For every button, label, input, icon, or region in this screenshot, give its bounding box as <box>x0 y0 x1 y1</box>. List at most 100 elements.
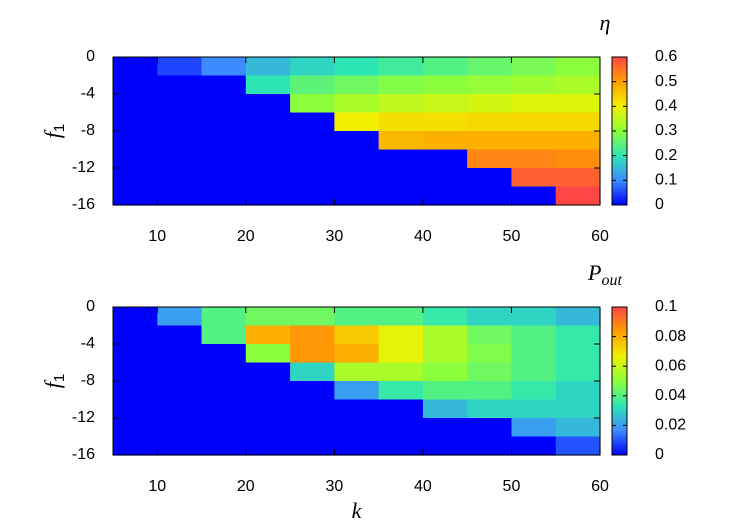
heatmap-cell <box>467 362 513 382</box>
heatmap-cell <box>378 186 424 206</box>
heatmap-cell <box>555 168 601 188</box>
y-tick-label: 0 <box>86 298 95 315</box>
heatmap-cell <box>201 57 247 77</box>
heatmap-cell <box>422 307 468 327</box>
heatmap-cell <box>378 75 424 95</box>
heatmap-cell <box>422 131 468 151</box>
heatmap-cell <box>201 75 247 95</box>
heatmap-cell <box>157 168 203 188</box>
colorbar-tick-label: 0.06 <box>655 357 686 374</box>
heatmap-cell <box>467 399 513 419</box>
heatmap-cell <box>157 94 203 114</box>
heatmap-cell <box>511 436 557 456</box>
heatmap-cell <box>422 362 468 382</box>
colorbar-tick-label: 0 <box>655 196 664 213</box>
colorbar-label: η <box>600 10 611 35</box>
heatmap-cell <box>422 344 468 364</box>
heatmap-cell <box>422 94 468 114</box>
heatmap-cell <box>511 325 557 345</box>
heatmap-cell <box>378 418 424 438</box>
y-tick-label: -12 <box>72 409 95 426</box>
colorbar-tick-label: 0.2 <box>655 147 677 164</box>
heatmap-cell <box>334 399 380 419</box>
heatmap-cell <box>113 131 158 151</box>
heatmap-cell <box>467 436 513 456</box>
heatmap-cell <box>245 57 291 77</box>
heatmap-cell <box>201 186 247 206</box>
heatmap-cell <box>157 57 203 77</box>
heatmap-cell <box>245 168 291 188</box>
heatmap-cell <box>467 149 513 169</box>
heatmap-cell <box>378 149 424 169</box>
heatmap-cell <box>290 399 335 419</box>
x-tick-label: 30 <box>325 478 343 495</box>
heatmap-cell <box>245 94 291 114</box>
heatmap-cell <box>113 149 158 169</box>
heatmap-cell <box>555 436 601 456</box>
heatmap-cell <box>245 75 291 95</box>
heatmap-cell <box>511 112 557 132</box>
heatmap-cell <box>555 399 601 419</box>
heatmap-cell <box>511 149 557 169</box>
colorbar <box>611 306 628 456</box>
x-tick-label: 20 <box>237 478 255 495</box>
heatmap-cell <box>467 94 513 114</box>
heatmap-cell <box>201 94 247 114</box>
heatmap-cell <box>467 112 513 132</box>
x-tick-label: 20 <box>237 228 255 245</box>
heatmap-cell <box>555 381 601 401</box>
heatmap-cell <box>290 149 335 169</box>
heatmap-cell <box>334 362 380 382</box>
y-tick-label: -4 <box>81 85 95 102</box>
heatmap-cell <box>113 168 158 188</box>
heatmap-cell <box>245 344 291 364</box>
heatmap-cell <box>113 186 158 206</box>
heatmap-cell <box>334 325 380 345</box>
heatmap-cell <box>290 112 335 132</box>
heatmap-cell <box>555 94 601 114</box>
x-tick-label: 40 <box>414 478 432 495</box>
colorbar-tick-label: 0.08 <box>655 328 686 345</box>
heatmap-cell <box>157 399 203 419</box>
heatmap-cell <box>245 307 291 327</box>
heatmap-cell <box>157 75 203 95</box>
heatmap-cell <box>245 112 291 132</box>
heatmap-cell <box>555 325 601 345</box>
heatmap-cell <box>113 94 158 114</box>
x-tick-label: 10 <box>148 478 166 495</box>
heatmap-cell <box>201 168 247 188</box>
heatmap-cell <box>422 75 468 95</box>
heatmap-cell <box>113 325 158 345</box>
x-tick-label: 60 <box>591 228 609 245</box>
heatmap-cell <box>157 112 203 132</box>
heatmap-cell <box>334 94 380 114</box>
heatmap-cell <box>378 57 424 77</box>
heatmap-cell <box>157 307 203 327</box>
heatmap-cell <box>378 131 424 151</box>
heatmap-cell <box>378 436 424 456</box>
heatmap-cell <box>245 149 291 169</box>
heatmap-cell <box>334 168 380 188</box>
heatmap-cell <box>157 325 203 345</box>
heatmap-cell <box>290 362 335 382</box>
heatmap-cell <box>201 325 247 345</box>
heatmap-cell <box>157 436 203 456</box>
heatmap-cell <box>555 186 601 206</box>
heatmap-cell <box>334 57 380 77</box>
colorbar-tick-label: 0 <box>655 446 664 463</box>
heatmap-cell <box>290 57 335 77</box>
colorbar-tick-label: 0.1 <box>655 298 677 315</box>
heatmap-cell <box>378 168 424 188</box>
heatmap-cell <box>157 131 203 151</box>
heatmap-cell <box>555 344 601 364</box>
heatmap-cell <box>113 344 158 364</box>
heatmap-cell <box>157 418 203 438</box>
heatmap-cell <box>290 131 335 151</box>
heatmap-cell <box>201 112 247 132</box>
y-tick-label: -4 <box>81 335 95 352</box>
heatmap-cell <box>201 362 247 382</box>
heatmap-cell <box>290 94 335 114</box>
heatmap-cell <box>378 112 424 132</box>
heatmap-cell <box>467 325 513 345</box>
heatmap-cell <box>290 344 335 364</box>
